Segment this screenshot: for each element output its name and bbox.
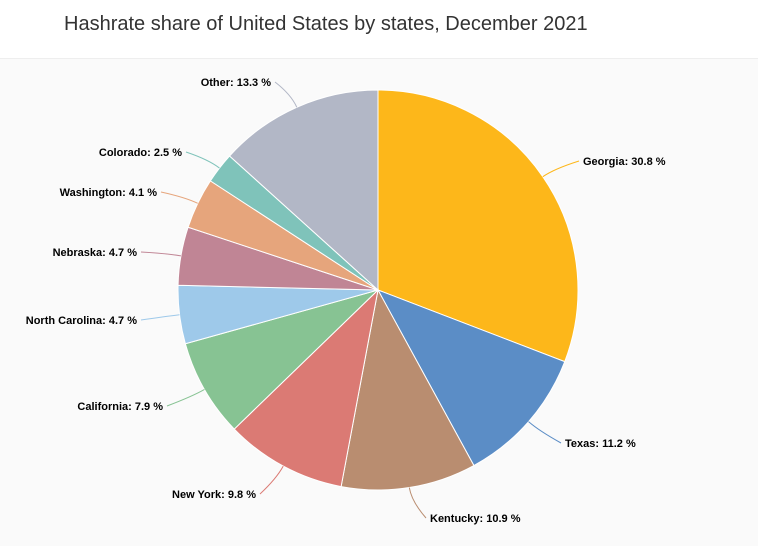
- slice-label-nebraska: Nebraska: 4.7 %: [53, 247, 138, 259]
- pie-slice-texas[interactable]: [376, 289, 566, 467]
- pie-slices: [177, 89, 579, 491]
- pie-slice-california[interactable]: [184, 289, 379, 430]
- label-connectors: [140, 81, 580, 519]
- connector-new-york: [259, 465, 284, 495]
- pie-slice-new-york[interactable]: [233, 288, 379, 488]
- pie-slice-other[interactable]: [228, 89, 379, 292]
- chart-header: Hashrate share of United States by state…: [0, 0, 758, 59]
- connector-nebraska: [140, 251, 182, 257]
- chart-title: Hashrate share of United States by state…: [64, 13, 588, 35]
- connector-kentucky: [408, 487, 427, 519]
- connector-north-carolina: [140, 314, 180, 321]
- slice-labels: Georgia: 30.8 % Texas: 11.2 % Kentucky: 10…: [26, 77, 666, 525]
- slice-label-georgia: Georgia: 30.8 %: [583, 156, 666, 168]
- slice-label-other: Other: 13.3 %: [201, 77, 272, 89]
- slice-label-texas: Texas: 11.2 %: [565, 438, 636, 450]
- connector-other: [274, 81, 298, 108]
- connector-colorado: [185, 151, 220, 169]
- slice-label-kentucky: Kentucky: 10.9 %: [430, 513, 521, 525]
- slice-label-new-york: New York: 9.8 %: [172, 489, 256, 501]
- connector-texas: [528, 421, 562, 444]
- pie-slice-kentucky[interactable]: [340, 288, 475, 491]
- connector-california: [166, 389, 205, 407]
- connector-washington: [160, 191, 198, 204]
- slice-label-north-carolina: North Carolina: 4.7 %: [26, 315, 137, 327]
- connector-georgia: [542, 160, 580, 178]
- pie-slice-georgia[interactable]: [377, 89, 579, 363]
- slice-label-california: California: 7.9 %: [77, 401, 163, 413]
- slice-label-washington: Washington: 4.1 %: [60, 187, 158, 199]
- slice-label-colorado: Colorado: 2.5 %: [99, 147, 182, 159]
